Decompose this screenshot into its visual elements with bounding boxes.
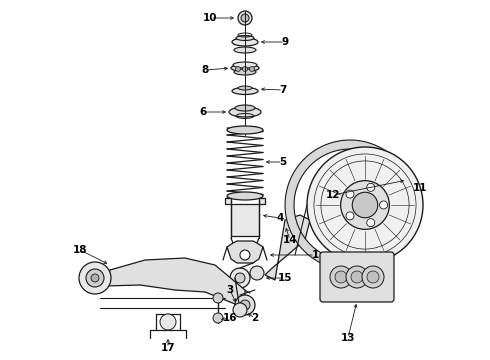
Ellipse shape (232, 38, 258, 46)
Circle shape (233, 303, 247, 317)
Text: 9: 9 (281, 37, 289, 47)
Text: 15: 15 (278, 273, 292, 283)
Circle shape (240, 250, 250, 260)
Text: 17: 17 (161, 343, 175, 353)
Circle shape (79, 262, 111, 294)
Ellipse shape (227, 192, 263, 200)
Ellipse shape (236, 36, 254, 40)
Polygon shape (285, 140, 400, 270)
Text: 3: 3 (226, 285, 234, 295)
Circle shape (250, 266, 264, 280)
Circle shape (236, 67, 241, 72)
Circle shape (243, 67, 247, 72)
Text: 13: 13 (341, 333, 355, 343)
Circle shape (213, 313, 223, 323)
Circle shape (346, 266, 368, 288)
Ellipse shape (238, 86, 252, 90)
FancyBboxPatch shape (320, 252, 394, 302)
Ellipse shape (234, 69, 256, 75)
Ellipse shape (233, 62, 257, 68)
Polygon shape (265, 215, 310, 280)
Circle shape (249, 67, 254, 72)
Text: 2: 2 (251, 313, 259, 323)
Ellipse shape (232, 87, 258, 94)
Circle shape (367, 271, 379, 283)
Circle shape (351, 271, 363, 283)
Circle shape (352, 192, 378, 218)
Circle shape (367, 219, 375, 227)
Text: 6: 6 (199, 107, 207, 117)
Text: 12: 12 (326, 190, 340, 200)
Circle shape (241, 14, 249, 22)
Circle shape (307, 147, 423, 263)
Text: 14: 14 (283, 235, 297, 245)
Text: 8: 8 (201, 65, 209, 75)
Text: 5: 5 (279, 157, 287, 167)
Text: 16: 16 (223, 313, 237, 323)
Circle shape (335, 271, 347, 283)
Circle shape (213, 293, 223, 303)
Circle shape (235, 295, 255, 315)
Circle shape (238, 11, 252, 25)
Circle shape (240, 300, 250, 310)
Circle shape (235, 273, 245, 283)
Circle shape (86, 269, 104, 287)
Circle shape (330, 266, 352, 288)
Ellipse shape (235, 105, 255, 111)
Text: 10: 10 (203, 13, 217, 23)
Polygon shape (105, 258, 245, 308)
Circle shape (230, 268, 250, 288)
Text: 7: 7 (279, 85, 287, 95)
Circle shape (346, 212, 354, 220)
Ellipse shape (227, 126, 263, 134)
Polygon shape (227, 241, 263, 263)
Text: 4: 4 (276, 213, 284, 223)
Circle shape (367, 183, 375, 192)
Ellipse shape (231, 64, 259, 72)
Circle shape (362, 266, 384, 288)
Ellipse shape (234, 47, 256, 53)
Circle shape (346, 190, 354, 198)
Circle shape (91, 274, 99, 282)
Text: 18: 18 (73, 245, 87, 255)
Circle shape (341, 181, 390, 229)
Polygon shape (225, 198, 265, 236)
Circle shape (160, 314, 176, 330)
Text: 1: 1 (311, 250, 318, 260)
Ellipse shape (229, 107, 261, 117)
Text: 11: 11 (413, 183, 427, 193)
Circle shape (380, 201, 388, 209)
